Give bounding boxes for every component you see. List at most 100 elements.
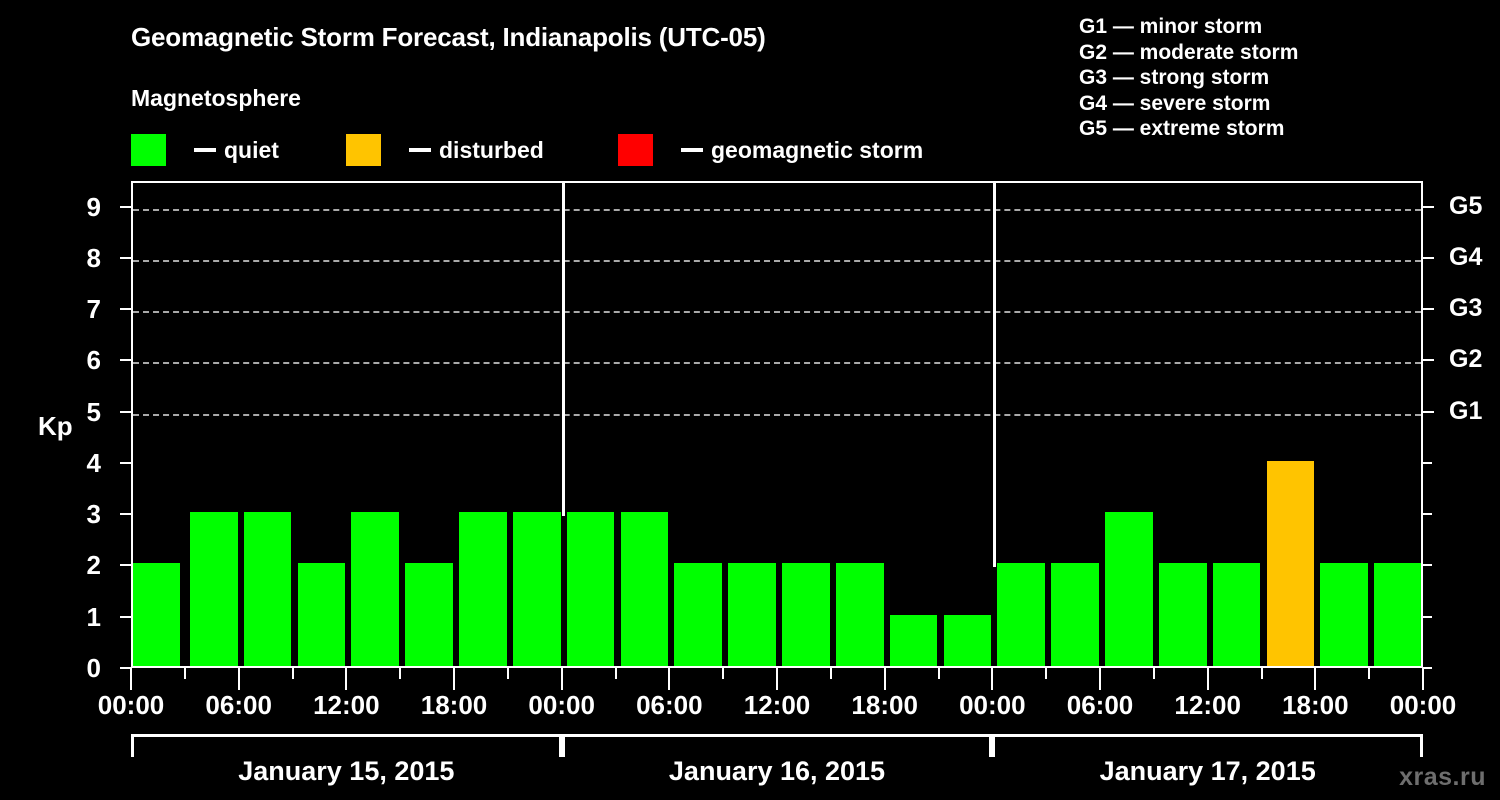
y-axis-tick-label: 4 — [86, 447, 101, 478]
x-axis-minor-tick — [937, 668, 940, 679]
x-axis-minor-tick — [1152, 668, 1155, 679]
legend-label: disturbed — [439, 136, 544, 163]
y-axis-tick-label: 3 — [86, 499, 101, 530]
kp-bar[interactable] — [1374, 563, 1421, 666]
plot-area — [131, 181, 1423, 668]
g-axis-tick — [1423, 410, 1434, 413]
kp-bar[interactable] — [1212, 563, 1261, 666]
y-axis-tick — [120, 308, 131, 311]
kp-bar[interactable] — [674, 563, 723, 666]
x-axis-major-tick — [1422, 668, 1424, 690]
day-separator — [562, 183, 566, 517]
y-axis-title: Kp — [38, 411, 73, 441]
kp-bar[interactable] — [1105, 512, 1153, 666]
date-brackets — [131, 734, 1423, 757]
y-axis-tick-label: 6 — [86, 345, 101, 376]
kp-bar[interactable] — [835, 563, 884, 666]
g-axis-ticks — [1423, 181, 1449, 669]
kp-bar[interactable] — [459, 512, 507, 666]
y-axis-tick-label: 5 — [86, 396, 101, 427]
kp-bar[interactable] — [782, 563, 830, 666]
y-axis-tick — [120, 256, 131, 259]
x-axis-tick-label: 06:00 — [1066, 690, 1134, 720]
x-axis-tick-label: 12:00 — [1174, 690, 1241, 720]
kp-bar[interactable] — [351, 512, 400, 666]
date-label: January 15, 2015 — [238, 756, 455, 786]
x-axis-major-tick — [130, 668, 132, 690]
x-axis-labels: 00:00 06:00 12:00 18:00 00:00 06:00 12:00 18:00… — [0, 690, 1500, 726]
x-axis-major-tick — [776, 668, 778, 690]
g-axis-minor-tick — [1423, 667, 1432, 669]
kp-bar[interactable] — [297, 563, 346, 666]
kp-bar[interactable] — [997, 563, 1046, 666]
g-axis-tick — [1423, 256, 1434, 259]
kp-bar[interactable] — [243, 512, 292, 666]
gridline — [133, 311, 1421, 314]
g-axis-tick — [1423, 205, 1434, 208]
g-scale-legend-item: G4 — severe storm — [1079, 91, 1271, 115]
day-separator — [992, 183, 996, 568]
kp-bar[interactable] — [889, 614, 938, 666]
kp-bar[interactable] — [512, 512, 561, 666]
kp-bar[interactable] — [1320, 563, 1369, 666]
y-axis-ticks — [0, 181, 131, 669]
kp-bar[interactable] — [728, 563, 776, 666]
g-axis-minor-tick — [1423, 564, 1432, 567]
x-axis-minor-tick — [399, 668, 402, 679]
x-axis-tick-label: 00:00 — [959, 690, 1026, 720]
legend-label: quiet — [224, 136, 279, 163]
y-axis-tick — [120, 513, 131, 516]
kp-bar[interactable] — [133, 563, 180, 666]
kp-bar[interactable] — [1051, 563, 1099, 666]
kp-bar[interactable] — [620, 512, 669, 666]
x-axis-tick-label: 12:00 — [743, 690, 811, 720]
g-scale-legend-item: G2 — moderate storm — [1079, 40, 1299, 64]
x-axis-tick-label: 00:00 — [1389, 690, 1457, 720]
x-axis-minor-tick — [183, 668, 186, 679]
g-axis-tick-label: G5 — [1449, 191, 1483, 220]
kp-bar[interactable] — [1158, 563, 1207, 666]
x-axis-major-tick — [453, 668, 455, 690]
g-axis-minor-tick — [1423, 461, 1432, 464]
x-axis-major-tick — [1206, 668, 1209, 690]
legend-dash-icon — [681, 148, 703, 152]
x-axis-ticks — [130, 668, 1424, 698]
x-axis-tick-label: 00:00 — [528, 690, 595, 720]
kp-bar[interactable] — [189, 512, 238, 666]
chart-subtitle: Magnetosphere — [131, 85, 301, 111]
date-label: January 16, 2015 — [668, 756, 886, 786]
legend-entry: quiet — [131, 133, 279, 167]
gridline — [133, 259, 1421, 262]
g-scale-legend-item: G1 — minor storm — [1079, 15, 1263, 38]
kp-bar[interactable] — [405, 563, 453, 666]
x-axis-major-tick — [345, 668, 348, 690]
y-axis-tick — [120, 461, 131, 464]
date-bracket — [992, 734, 1423, 757]
y-axis-tick — [120, 359, 131, 362]
g-axis-tick-label: G4 — [1449, 242, 1483, 271]
x-axis-major-tick — [560, 668, 563, 690]
g-axis-tick — [1423, 359, 1434, 362]
kp-bar[interactable] — [943, 614, 992, 666]
legend-entry: disturbed — [346, 133, 544, 167]
kp-bar[interactable] — [1266, 460, 1315, 666]
x-axis-major-tick — [237, 668, 240, 690]
kp-bar[interactable] — [566, 512, 615, 666]
x-axis-tick-label: 12:00 — [313, 690, 380, 720]
legend-entry: geomagnetic storm — [618, 133, 923, 167]
x-axis-tick-label: 18:00 — [420, 690, 488, 720]
y-axis-tick-label: 9 — [86, 191, 101, 222]
g-axis-labels: G1 G2 G3 G4 G5 — [1449, 181, 1500, 668]
x-axis-minor-tick — [614, 668, 617, 679]
x-axis-major-tick — [668, 668, 671, 690]
x-axis-tick-label: 00:00 — [97, 690, 165, 720]
x-axis-major-tick — [991, 668, 994, 690]
x-axis-minor-tick — [1260, 668, 1263, 679]
x-axis-tick-label: 18:00 — [851, 690, 918, 720]
g-axis-tick — [1423, 308, 1434, 311]
x-axis-major-tick — [883, 668, 886, 690]
watermark: xras.ru — [1399, 763, 1486, 791]
legend-swatch-disturbed — [346, 134, 381, 166]
x-axis-minor-tick — [291, 668, 294, 679]
g-scale-legend-item: G3 — strong storm — [1079, 66, 1270, 89]
